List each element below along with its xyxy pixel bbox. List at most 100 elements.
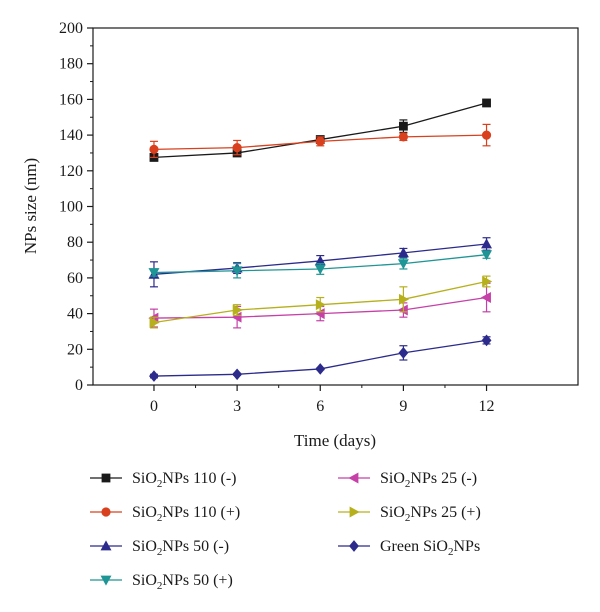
x-tick-label: 0 — [150, 398, 158, 415]
legend-label-subscript: 2 — [405, 478, 411, 490]
data-point — [149, 317, 160, 328]
data-point — [232, 368, 243, 381]
data-point — [398, 347, 409, 359]
legend-item: SiO2NPs 25 (+) — [338, 504, 481, 524]
legend-label-rest: NPs — [453, 538, 480, 555]
legend-item: SiO2NPs 50 (+) — [90, 572, 233, 592]
legend: SiO2NPs 110 (-)SiO2NPs 110 (+)SiO2NPs 50… — [90, 470, 481, 592]
data-point — [315, 363, 326, 375]
data-point — [482, 98, 491, 108]
legend-item: SiO2NPs 50 (-) — [90, 538, 229, 558]
legend-label-rest: NPs 50 (-) — [162, 538, 229, 555]
legend-item: Green SiO2NPs — [338, 538, 480, 558]
data-point — [398, 293, 410, 305]
legend-label-main: SiO — [132, 504, 157, 521]
legend-marker — [349, 540, 359, 552]
data-point — [397, 259, 409, 270]
y-tick-label: 0 — [75, 377, 83, 394]
data-point — [232, 304, 243, 316]
legend-label-main: Green SiO — [380, 538, 448, 555]
legend-item: SiO2NPs 110 (-) — [90, 470, 236, 490]
series-2 — [149, 123, 492, 159]
legend-item: SiO2NPs 110 (+) — [90, 504, 240, 524]
plot-area: 0 20 40 60 80 100 120 140 160 180 200 0 3 6 9 12 — [59, 20, 579, 415]
x-tick-label: 3 — [233, 398, 241, 415]
series-6 — [149, 275, 493, 329]
legend-label-subscript: 2 — [448, 546, 454, 558]
data-point — [315, 299, 326, 311]
legend-label: SiO2NPs 50 (+) — [132, 572, 233, 592]
plot-frame — [92, 27, 579, 386]
legend-label: SiO2NPs 25 (+) — [380, 504, 481, 524]
legend-label-subscript: 2 — [157, 580, 163, 592]
y-axis: 0 20 40 60 80 100 120 140 160 180 200 — [59, 20, 93, 394]
series-3 — [148, 237, 493, 288]
legend-label-rest: NPs 25 (+) — [410, 504, 480, 521]
legend-marker — [100, 575, 112, 586]
series-4 — [148, 250, 493, 279]
data-point — [481, 250, 493, 261]
data-point — [315, 136, 325, 146]
data-point — [149, 144, 159, 154]
legend-label-subscript: 2 — [405, 512, 411, 524]
series-5 — [148, 282, 491, 329]
series-7 — [149, 334, 492, 382]
legend-label: SiO2NPs 110 (-) — [132, 470, 236, 490]
series-layer — [148, 98, 493, 382]
data-point — [398, 121, 408, 131]
legend-label-main: SiO — [132, 572, 157, 589]
legend-marker — [348, 472, 359, 484]
legend-label-subscript: 2 — [157, 478, 163, 490]
data-point — [398, 132, 408, 142]
data-point — [397, 247, 409, 258]
y-tick-label: 80 — [67, 234, 83, 251]
legend-label: SiO2NPs 110 (+) — [132, 504, 240, 524]
series-line — [153, 102, 487, 159]
y-tick-label: 160 — [59, 91, 83, 108]
y-tick-label: 40 — [67, 306, 83, 323]
data-point — [232, 142, 242, 153]
x-tick-label: 12 — [479, 398, 495, 415]
legend-label-rest: NPs 25 (-) — [410, 470, 477, 487]
x-tick-label: 9 — [399, 398, 407, 415]
data-point — [148, 268, 160, 279]
x-tick-label: 6 — [316, 398, 324, 415]
y-axis-title: NPs size (nm) — [21, 158, 40, 254]
y-tick-label: 100 — [59, 199, 83, 216]
y-tick-label: 180 — [59, 56, 83, 73]
data-point — [480, 292, 491, 304]
y-tick-label: 20 — [67, 341, 83, 358]
data-point — [481, 130, 492, 140]
legend-label-rest: NPs 110 (+) — [162, 504, 240, 521]
legend-label-main: SiO — [380, 504, 405, 521]
legend-label-main: SiO — [380, 470, 405, 487]
data-point — [314, 264, 326, 275]
legend-marker — [101, 507, 111, 517]
legend-label-main: SiO — [132, 538, 157, 555]
legend-label: Green SiO2NPs — [380, 538, 480, 558]
legend-label: SiO2NPs 50 (-) — [132, 538, 229, 558]
x-axis-title: Time (days) — [294, 431, 376, 450]
series-1 — [149, 98, 491, 162]
legend-label-subscript: 2 — [157, 546, 163, 558]
x-axis: 0 3 6 9 12 — [150, 385, 495, 415]
legend-label-rest: NPs 110 (-) — [162, 470, 236, 487]
y-tick-label: 140 — [59, 127, 83, 144]
legend-label-rest: NPs 50 (+) — [162, 572, 232, 589]
legend-label: SiO2NPs 25 (-) — [380, 470, 477, 490]
y-tick-label: 200 — [59, 20, 83, 37]
data-point — [149, 370, 159, 382]
legend-label-subscript: 2 — [157, 512, 163, 524]
legend-item: SiO2NPs 25 (-) — [338, 470, 477, 490]
legend-label-main: SiO — [132, 470, 157, 487]
legend-marker — [349, 506, 360, 518]
legend-marker — [100, 540, 112, 551]
data-point — [231, 266, 243, 277]
data-point — [481, 334, 492, 347]
data-point — [482, 275, 493, 287]
data-point — [481, 238, 493, 249]
y-tick-label: 60 — [67, 270, 83, 287]
y-tick-label: 120 — [59, 163, 83, 180]
legend-marker — [101, 473, 111, 483]
